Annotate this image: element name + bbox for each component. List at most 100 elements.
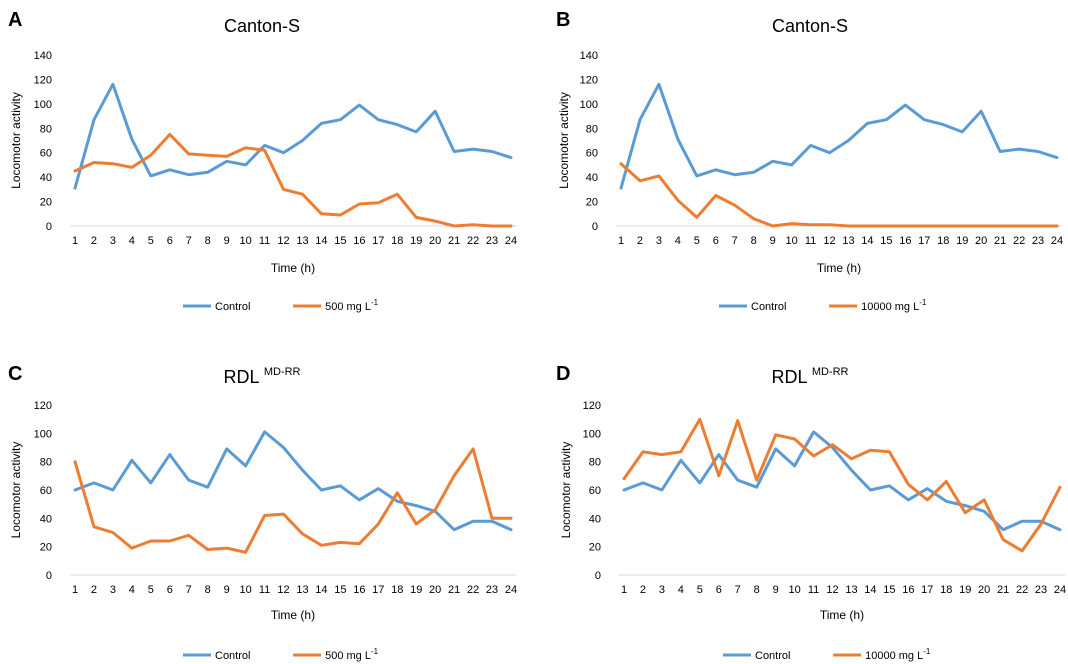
x-tick-label: 22 — [1013, 235, 1025, 247]
legend-label: 10000 mg L-1 — [865, 647, 931, 662]
x-tick-label: 7 — [186, 235, 192, 247]
x-tick-label: 14 — [315, 235, 327, 247]
chart-title-superscript: MD-RR — [264, 366, 301, 378]
x-tick-label: 19 — [410, 235, 422, 247]
chart-title-main: Canton-S — [224, 16, 300, 36]
legend-label: 10000 mg L-1 — [861, 298, 927, 313]
x-tick-label: 15 — [334, 235, 346, 247]
panel-letter: B — [556, 9, 570, 31]
x-tick-label: 20 — [429, 584, 441, 596]
x-tick-label: 12 — [823, 235, 835, 247]
series-line-control — [73, 82, 513, 190]
legend-label-superscript: -1 — [923, 647, 931, 656]
legend-label-superscript: -1 — [919, 298, 927, 307]
x-tick-label: 22 — [1016, 584, 1028, 596]
series-line-control — [73, 430, 513, 532]
legend-label-superscript: -1 — [371, 647, 379, 656]
x-tick-label: 11 — [259, 235, 270, 247]
x-tick-label: 4 — [675, 235, 681, 247]
legend-label: 500 mg L-1 — [325, 647, 379, 662]
x-tick-label: 3 — [110, 235, 116, 247]
legend-label: Control — [215, 301, 250, 313]
chart-title: Canton-S — [772, 16, 848, 36]
x-tick-label: 23 — [1032, 235, 1044, 247]
y-tick-label: 100 — [580, 99, 598, 111]
x-tick-label: 12 — [826, 584, 838, 596]
x-tick-label: 9 — [773, 584, 779, 596]
x-tick-label: 15 — [883, 584, 895, 596]
x-tick-label: 22 — [467, 584, 479, 596]
y-axis-title: Locomotor activity — [9, 92, 23, 189]
x-tick-label: 7 — [732, 235, 738, 247]
x-tick-label: 12 — [277, 235, 289, 247]
series-line-treatment — [73, 132, 513, 228]
x-tick-label: 10 — [239, 584, 251, 596]
y-tick-label: 40 — [589, 513, 601, 525]
x-tick-label: 24 — [1054, 584, 1066, 596]
y-tick-label: 120 — [34, 400, 52, 412]
chart-title-superscript: MD-RR — [812, 366, 849, 378]
x-axis-title: Time (h) — [271, 261, 315, 275]
y-tick-label: 120 — [583, 400, 601, 412]
y-tick-label: 80 — [40, 457, 52, 469]
x-tick-label: 7 — [735, 584, 741, 596]
x-tick-label: 19 — [959, 584, 971, 596]
x-tick-label: 5 — [697, 584, 703, 596]
y-tick-label: 120 — [580, 74, 598, 86]
x-tick-label: 21 — [448, 584, 460, 596]
y-tick-label: 0 — [595, 570, 601, 582]
x-tick-label: 11 — [259, 584, 270, 596]
y-axis-title: Locomotor activity — [557, 92, 571, 189]
x-tick-label: 2 — [91, 584, 97, 596]
x-tick-label: 9 — [224, 584, 230, 596]
x-tick-label: 2 — [640, 584, 646, 596]
x-tick-label: 1 — [72, 235, 78, 247]
series-line-treatment — [622, 417, 1062, 553]
x-tick-label: 6 — [167, 235, 173, 247]
legend-label-main: 500 mg L — [325, 301, 371, 313]
y-axis-title: Locomotor activity — [9, 442, 23, 539]
x-axis-title: Time (h) — [817, 261, 861, 275]
x-tick-label: 5 — [694, 235, 700, 247]
x-tick-label: 13 — [845, 584, 857, 596]
x-tick-label: 18 — [940, 584, 952, 596]
y-tick-label: 80 — [586, 123, 598, 135]
x-tick-label: 7 — [186, 584, 192, 596]
y-tick-label: 0 — [46, 221, 52, 233]
y-tick-label: 60 — [40, 148, 52, 160]
x-tick-label: 3 — [110, 584, 116, 596]
legend-label-main: 10000 mg L — [861, 301, 919, 313]
y-tick-label: 20 — [40, 542, 52, 554]
legend-label-main: Control — [215, 301, 250, 313]
legend-label: Control — [215, 650, 250, 662]
x-tick-label: 5 — [148, 584, 154, 596]
y-tick-label: 40 — [40, 172, 52, 184]
legend-label-superscript: -1 — [371, 298, 379, 307]
y-tick-label: 60 — [40, 485, 52, 497]
x-tick-label: 14 — [864, 584, 876, 596]
x-tick-label: 9 — [770, 235, 776, 247]
x-tick-label: 2 — [91, 235, 97, 247]
y-axis-title: Locomotor activity — [559, 442, 573, 539]
y-tick-label: 120 — [34, 74, 52, 86]
x-tick-label: 13 — [296, 235, 308, 247]
x-tick-label: 3 — [659, 584, 665, 596]
y-tick-label: 80 — [40, 123, 52, 135]
x-tick-label: 21 — [994, 235, 1006, 247]
x-tick-label: 9 — [224, 235, 230, 247]
x-tick-label: 17 — [372, 235, 384, 247]
x-tick-label: 18 — [937, 235, 949, 247]
x-tick-label: 2 — [637, 235, 643, 247]
x-tick-label: 17 — [372, 584, 384, 596]
x-tick-label: 5 — [148, 235, 154, 247]
y-tick-label: 100 — [34, 99, 52, 111]
x-tick-label: 4 — [678, 584, 684, 596]
legend-label: 500 mg L-1 — [325, 298, 379, 313]
x-tick-label: 21 — [448, 235, 460, 247]
y-tick-label: 100 — [583, 428, 601, 440]
x-tick-label: 19 — [410, 584, 422, 596]
y-tick-label: 80 — [589, 457, 601, 469]
x-tick-label: 1 — [621, 584, 627, 596]
x-tick-label: 23 — [486, 235, 498, 247]
